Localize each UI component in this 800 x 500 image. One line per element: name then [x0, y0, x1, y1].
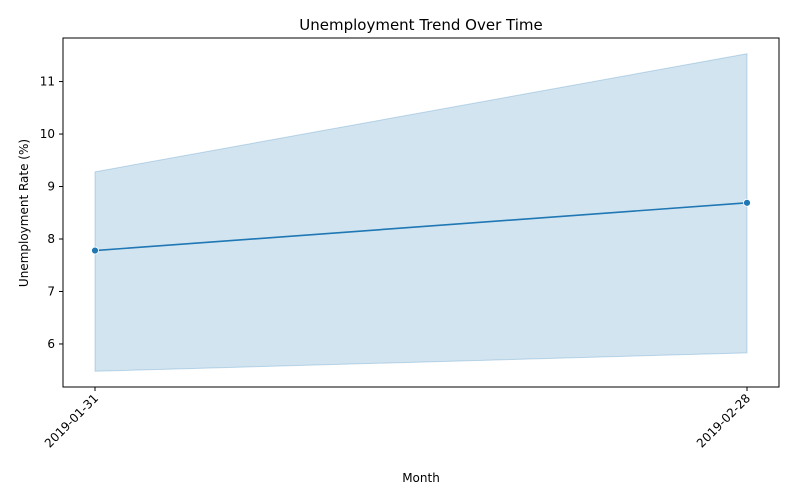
y-tick-label: 11: [40, 75, 55, 89]
y-tick-label: 6: [47, 337, 55, 351]
y-tick-label: 8: [47, 232, 55, 246]
x-axis-label: Month: [402, 471, 440, 485]
confidence-band: [94, 53, 748, 372]
series-line: [94, 201, 748, 252]
data-point: [91, 246, 99, 255]
data-point: [743, 198, 751, 207]
y-tick-label: 10: [40, 127, 55, 141]
axes-frame: [62, 37, 780, 388]
x-tick-label: 2019-01-31: [42, 391, 101, 450]
y-tick-label: 7: [47, 284, 55, 298]
chart-title: Unemployment Trend Over Time: [299, 16, 542, 34]
y-axis: 6 7 8 9 10 11: [40, 75, 63, 351]
x-axis: 2019-01-31 2019-02-28: [42, 387, 753, 450]
x-tick-label: 2019-02-28: [694, 391, 753, 450]
y-axis-label: Unemployment Rate (%): [17, 139, 31, 287]
y-tick-label: 9: [47, 180, 55, 194]
plot-area: [91, 53, 751, 372]
